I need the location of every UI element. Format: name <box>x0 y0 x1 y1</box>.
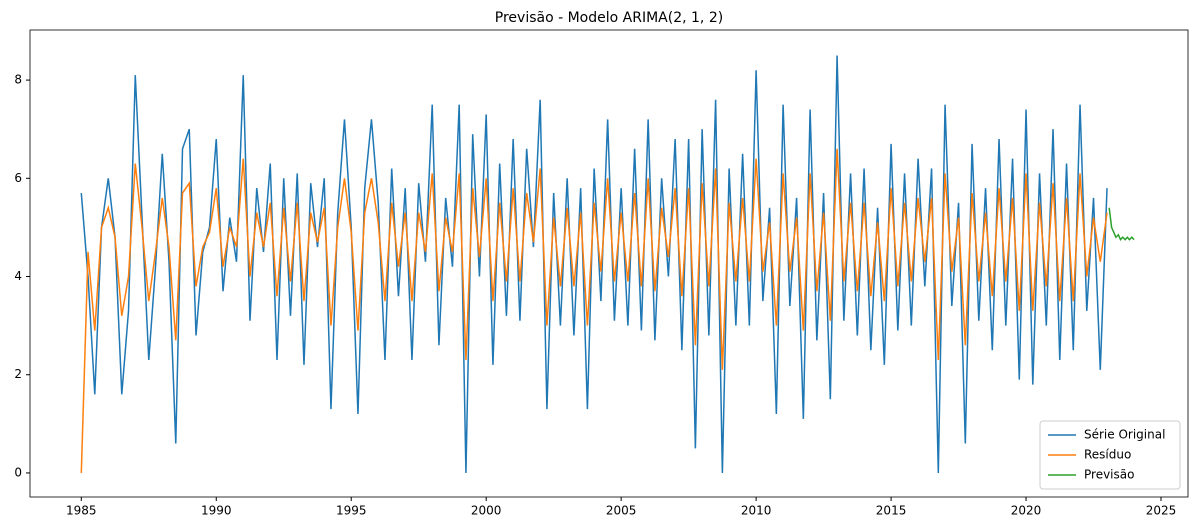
y-tick-label: 2 <box>14 367 22 381</box>
y-tick-label: 8 <box>14 73 22 87</box>
x-tick-label: 2020 <box>1011 504 1042 518</box>
series-line <box>80 148 1108 473</box>
plot-frame <box>29 29 1189 498</box>
y-tick-label: 0 <box>14 465 22 479</box>
x-tick-label: 2000 <box>471 504 502 518</box>
x-tick-label: 1985 <box>66 504 97 518</box>
legend: Série Original Resíduo Previsão <box>1039 420 1181 490</box>
y-tick-label: 6 <box>14 171 22 185</box>
x-tick-label: 2015 <box>876 504 907 518</box>
chart-title: Previsão - Modelo ARIMA(2, 1, 2) <box>495 10 723 26</box>
legend-label: Previsão <box>1084 468 1134 482</box>
legend-label: Resíduo <box>1084 448 1131 462</box>
x-tick-label: 2010 <box>741 504 772 518</box>
legend-label: Série Original <box>1084 428 1165 442</box>
x-tick-label: 1990 <box>201 504 232 518</box>
legend-box <box>1039 420 1181 490</box>
y-tick-label: 4 <box>14 269 22 283</box>
x-tick-label: 1995 <box>336 504 367 518</box>
x-tick-label: 2025 <box>1146 504 1177 518</box>
series-line <box>80 55 1108 473</box>
x-tick-label: 2005 <box>606 504 637 518</box>
series-line <box>1108 207 1135 242</box>
